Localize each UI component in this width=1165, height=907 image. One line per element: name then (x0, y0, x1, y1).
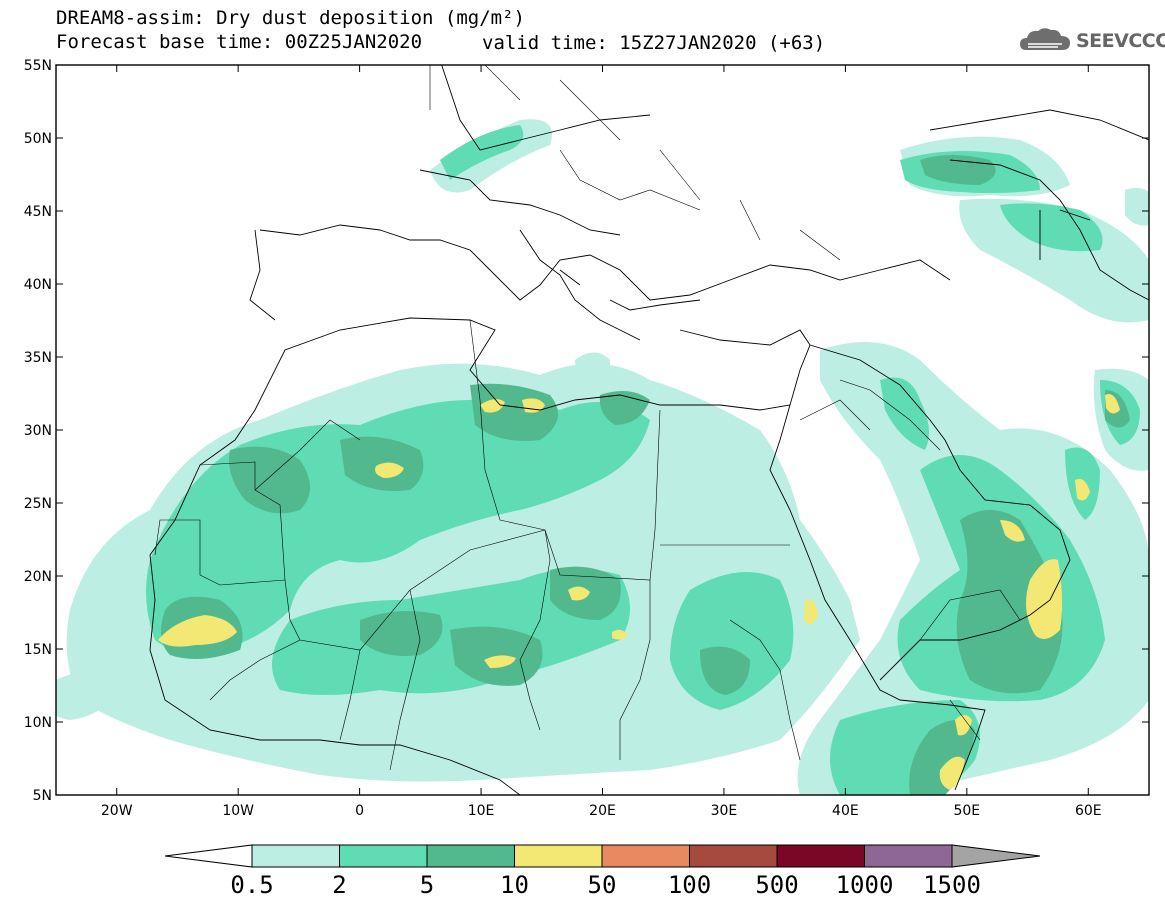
lon-tick-label: 50E (953, 803, 980, 819)
logo-text: SEEVCCC (1076, 30, 1165, 52)
seevccc-logo: SEEVCCC (1018, 26, 1165, 56)
colorbar-swatch (339, 844, 428, 868)
forecast-base-time: Forecast base time: 00Z25JAN2020 (56, 31, 423, 53)
colorbar-label: 5 (420, 871, 434, 899)
lat-tick-label: 10N (24, 715, 52, 731)
lon-tick-label: 40E (832, 803, 859, 819)
lat-tick-label: 5N (33, 788, 52, 804)
colorbar-high-triangle (951, 844, 1041, 868)
lon-tick-label: 10E (468, 803, 495, 819)
lat-tick-label: 30N (24, 423, 52, 439)
lat-tick-label: 50N (24, 131, 52, 147)
lon-tick-label: 20E (589, 803, 616, 819)
colorbar-label: 100 (668, 871, 711, 899)
lat-tick-label: 55N (24, 58, 52, 74)
colorbar-swatch (426, 844, 515, 868)
lat-tick-label: 45N (24, 204, 52, 220)
colorbar-swatch (601, 844, 690, 868)
colorbar-swatch (776, 844, 865, 868)
colorbar-label: 50 (588, 871, 617, 899)
map-title: DREAM8-assim: Dry dust deposition (mg/m²… (56, 7, 525, 29)
valid-time: valid time: 15Z27JAN2020 (+63) (482, 32, 826, 54)
colorbar-label: 0.5 (230, 871, 273, 899)
dust-level-10 (158, 394, 1120, 790)
colorbar-swatch (251, 844, 340, 868)
colorbar-swatch (864, 844, 953, 868)
lon-tick-label: 10W (222, 803, 254, 819)
colorbar-label: 1000 (836, 871, 894, 899)
colorbar-label: 500 (755, 871, 798, 899)
cloud-logo-icon (1020, 28, 1070, 50)
lat-tick-label: 25N (24, 496, 52, 512)
country-borders (154, 65, 1021, 771)
lat-tick-label: 15N (24, 642, 52, 658)
lat-tick-label: 35N (24, 350, 52, 366)
colorbar-label: 10 (500, 871, 529, 899)
colorbar-label: 1500 (923, 871, 981, 899)
longitude-axis: 20W 10W 0 10E 20E 30E 40E 50E 60E (101, 65, 1102, 819)
colorbar-low-triangle (164, 844, 253, 868)
lat-tick-label: 20N (24, 569, 52, 585)
lon-tick-label: 20W (101, 803, 133, 819)
coastlines-borders (149, 65, 1149, 795)
lat-tick-label: 40N (24, 277, 52, 293)
colorbar-label: 2 (332, 871, 346, 899)
colorbar: 0.5 2 5 10 50 100 500 1000 1500 (164, 844, 1041, 899)
lon-tick-label: 60E (1075, 803, 1102, 819)
lon-tick-label: 30E (711, 803, 738, 819)
colorbar-swatch (514, 844, 603, 868)
latitude-axis: 55N 50N 45N 40N 35N 30N 25N 20N 15N 10N 5N (24, 58, 1149, 804)
dust-field (56, 119, 1149, 795)
colorbar-swatch (689, 844, 778, 868)
lon-tick-label: 0 (355, 803, 364, 819)
